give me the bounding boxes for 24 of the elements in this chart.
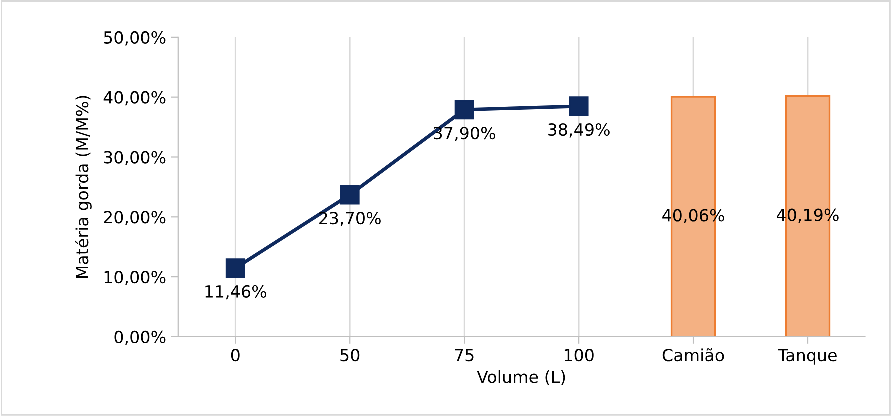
y-tick-label: 30,00% [104,151,166,166]
y-tick-label: 10,00% [104,271,166,286]
point [226,258,246,278]
x-axis-title: Volume (L) [477,370,566,386]
x-tick-label: 50 [340,349,360,362]
x-tick-label: Tanque [778,349,837,365]
data-label: 11,46% [206,285,266,300]
point [569,96,589,116]
x-tick-label: 100 [564,349,594,362]
point [454,100,474,120]
x-tick-label: 0 [231,349,240,362]
y-axis-title: Matéria gorda (M/M%) [75,96,92,278]
data-label: 37,90% [434,126,496,142]
y-tick-label: 50,00% [104,31,166,46]
y-tick-label: 20,00% [104,211,166,226]
data-label: 38,49% [548,123,610,138]
point [340,185,360,205]
x-tick-label: Camião [662,348,724,362]
data-label: 40,19% [777,208,839,224]
y-tick-label: 0,00% [114,330,166,346]
data-label: 40,06% [662,209,724,224]
x-tick-label: 75 [455,349,474,362]
data-label: 23,70% [320,212,381,226]
y-tick-label: 40,00% [104,91,166,106]
